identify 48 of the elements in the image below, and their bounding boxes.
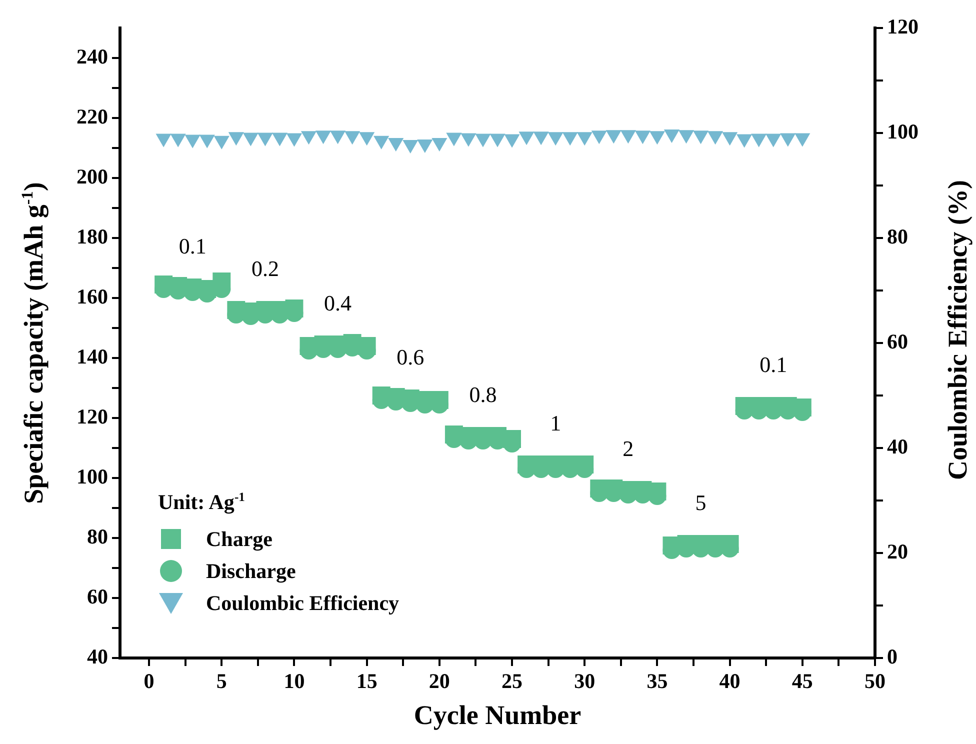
annotation: 0.6: [396, 344, 424, 370]
y-tick-label: 100: [76, 464, 108, 488]
annotation: 0.1: [178, 233, 206, 258]
y2-tick-label: 40: [887, 434, 908, 458]
y2-tick-label: 120: [887, 14, 918, 38]
legend-label: Coulombic Efficiency: [206, 590, 400, 616]
y2-axis-title: Coulombic Efficiency (%): [942, 180, 974, 480]
point: [212, 272, 231, 290]
legend-label: Charge: [206, 526, 272, 552]
annotation: 2: [622, 436, 634, 461]
x-tick-label: 15: [356, 669, 378, 694]
y-tick-label: 40: [87, 644, 108, 668]
y-tick-label: 120: [76, 404, 108, 428]
y-tick-label: 200: [76, 164, 108, 188]
annotation: 1: [550, 410, 562, 436]
y2-tick-label: 100: [887, 119, 918, 144]
x-tick-label: 30: [574, 669, 596, 694]
x-tick-label: 0: [144, 669, 154, 694]
x-tick-label: 45: [792, 669, 813, 694]
y-tick-label: 60: [87, 584, 108, 608]
annotation: 0.1: [760, 352, 788, 377]
x-tick-label: 5: [216, 669, 227, 694]
y-tick-label: 240: [76, 44, 108, 68]
point: [503, 430, 521, 448]
x-tick-label: 40: [719, 669, 740, 694]
point: [358, 337, 376, 355]
y-tick-label: 180: [76, 224, 108, 248]
y2-tick-label: 0: [887, 644, 898, 668]
x-axis-title: Cycle Number: [414, 700, 582, 731]
point: [285, 300, 304, 318]
x-tick-label: 35: [646, 669, 668, 694]
y-tick-label: 220: [76, 104, 108, 128]
x-tick-label: 20: [428, 669, 450, 694]
x-tick-label: 10: [284, 669, 305, 694]
legend-title: Unit: Ag$^{-1}$: [158, 490, 246, 515]
x-tick-label: 25: [502, 669, 523, 694]
annotation: 0.8: [469, 382, 497, 407]
legend-label: Discharge: [206, 558, 296, 584]
annotation: 0.4: [324, 290, 352, 316]
y-tick-label: 80: [87, 524, 108, 548]
annotation: 5: [695, 490, 706, 515]
y2-tick-label: 80: [887, 224, 908, 248]
annotation: 0.2: [251, 256, 279, 281]
y-tick-label: 160: [76, 284, 108, 308]
y-tick-label: 140: [76, 344, 108, 368]
y2-tick-label: 60: [887, 329, 908, 354]
y2-tick-label: 20: [887, 539, 908, 564]
x-tick-label: 50: [864, 669, 886, 694]
